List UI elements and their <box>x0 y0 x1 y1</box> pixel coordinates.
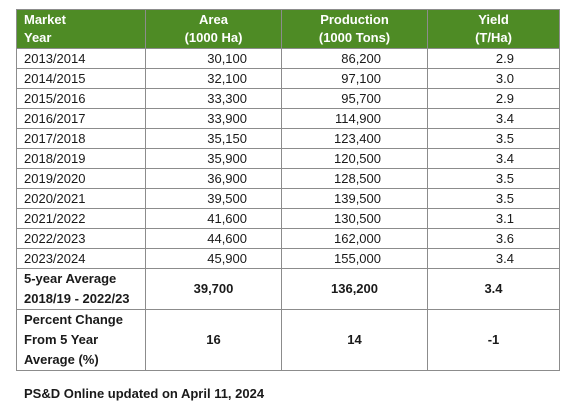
cell-year: 2018/2019 <box>16 148 146 169</box>
table-row: 2021/2022 41,600 130,500 3.1 <box>16 208 560 229</box>
five-year-average-label: 5-year Average 2018/19 - 2022/23 <box>16 268 146 310</box>
cell-year: 2013/2014 <box>16 48 146 69</box>
five-year-average-yield: 3.4 <box>427 268 560 310</box>
table-row: 2023/2024 45,900 155,000 3.4 <box>16 248 560 269</box>
percent-change-label-line2: From 5 Year <box>24 332 99 347</box>
table-row: 2022/2023 44,600 162,000 3.6 <box>16 228 560 249</box>
five-year-average-label-line1: 5-year Average <box>24 271 117 286</box>
table-row: 2014/2015 32,100 97,100 3.0 <box>16 68 560 89</box>
table-row: 2018/2019 35,900 120,500 3.4 <box>16 148 560 169</box>
cell-production: 123,400 <box>281 128 428 149</box>
five-year-average-row: 5-year Average 2018/19 - 2022/23 39,700 … <box>16 268 560 310</box>
header-row: Market Year Area (1000 Ha) Production (1… <box>16 9 560 49</box>
market-year-table: Market Year Area (1000 Ha) Production (1… <box>16 9 560 371</box>
cell-year: 2017/2018 <box>16 128 146 149</box>
percent-change-row: Percent Change From 5 Year Average (%) 1… <box>16 309 560 371</box>
cell-yield: 3.4 <box>427 248 560 269</box>
cell-year: 2022/2023 <box>16 228 146 249</box>
header-area-line2: (1000 Ha) <box>184 30 243 45</box>
table-body: 2013/2014 30,100 86,200 2.9 2014/2015 32… <box>16 48 560 371</box>
table-row: 2013/2014 30,100 86,200 2.9 <box>16 48 560 69</box>
cell-yield: 3.5 <box>427 188 560 209</box>
cell-production: 95,700 <box>281 88 428 109</box>
table-row: 2017/2018 35,150 123,400 3.5 <box>16 128 560 149</box>
cell-year: 2023/2024 <box>16 248 146 269</box>
cell-yield: 3.4 <box>427 148 560 169</box>
cell-yield: 2.9 <box>427 88 560 109</box>
cell-area: 45,900 <box>145 248 282 269</box>
header-yield: Yield (T/Ha) <box>427 9 560 49</box>
cell-yield: 3.6 <box>427 228 560 249</box>
header-yield-line1: Yield <box>478 12 509 27</box>
cell-area: 36,900 <box>145 168 282 189</box>
cell-production: 139,500 <box>281 188 428 209</box>
table-row: 2020/2021 39,500 139,500 3.5 <box>16 188 560 209</box>
cell-production: 114,900 <box>281 108 428 129</box>
header-market-year-line2: Year <box>24 30 52 45</box>
percent-change-label: Percent Change From 5 Year Average (%) <box>16 309 146 371</box>
table-row: 2015/2016 33,300 95,700 2.9 <box>16 88 560 109</box>
cell-production: 130,500 <box>281 208 428 229</box>
header-market-year: Market Year <box>16 9 146 49</box>
header-production: Production (1000 Tons) <box>281 9 428 49</box>
percent-change-production: 14 <box>281 309 428 371</box>
cell-production: 155,000 <box>281 248 428 269</box>
cell-production: 120,500 <box>281 148 428 169</box>
cell-year: 2019/2020 <box>16 168 146 189</box>
five-year-average-area: 39,700 <box>145 268 282 310</box>
cell-area: 35,150 <box>145 128 282 149</box>
cell-production: 162,000 <box>281 228 428 249</box>
cell-area: 35,900 <box>145 148 282 169</box>
cell-area: 30,100 <box>145 48 282 69</box>
table-row: 2016/2017 33,900 114,900 3.4 <box>16 108 560 129</box>
table-header: Market Year Area (1000 Ha) Production (1… <box>16 9 560 49</box>
cell-area: 41,600 <box>145 208 282 229</box>
five-year-average-label-line2: 2018/19 - 2022/23 <box>24 291 130 306</box>
cell-year: 2020/2021 <box>16 188 146 209</box>
cell-area: 44,600 <box>145 228 282 249</box>
header-market-year-line1: Market <box>24 12 66 27</box>
cell-yield: 3.1 <box>427 208 560 229</box>
cell-yield: 3.5 <box>427 128 560 149</box>
update-note: PS&D Online updated on April 11, 2024 <box>24 386 265 401</box>
cell-year: 2014/2015 <box>16 68 146 89</box>
cell-area: 33,300 <box>145 88 282 109</box>
cell-yield: 3.0 <box>427 68 560 89</box>
percent-change-area: 16 <box>145 309 282 371</box>
cell-area: 33,900 <box>145 108 282 129</box>
cell-area: 32,100 <box>145 68 282 89</box>
header-production-line2: (1000 Tons) <box>318 30 391 45</box>
percent-change-label-line1: Percent Change <box>24 312 123 327</box>
cell-year: 2016/2017 <box>16 108 146 129</box>
cell-production: 86,200 <box>281 48 428 69</box>
header-production-line1: Production <box>320 12 389 27</box>
cell-area: 39,500 <box>145 188 282 209</box>
cell-yield: 3.5 <box>427 168 560 189</box>
cell-yield: 2.9 <box>427 48 560 69</box>
cell-production: 128,500 <box>281 168 428 189</box>
cell-year: 2021/2022 <box>16 208 146 229</box>
percent-change-label-line3: Average (%) <box>24 352 99 367</box>
header-yield-line2: (T/Ha) <box>475 30 512 45</box>
five-year-average-production: 136,200 <box>281 268 428 310</box>
cell-year: 2015/2016 <box>16 88 146 109</box>
header-area-line1: Area <box>199 12 228 27</box>
header-area: Area (1000 Ha) <box>145 9 282 49</box>
percent-change-yield: -1 <box>427 309 560 371</box>
cell-production: 97,100 <box>281 68 428 89</box>
cell-yield: 3.4 <box>427 108 560 129</box>
table-row: 2019/2020 36,900 128,500 3.5 <box>16 168 560 189</box>
